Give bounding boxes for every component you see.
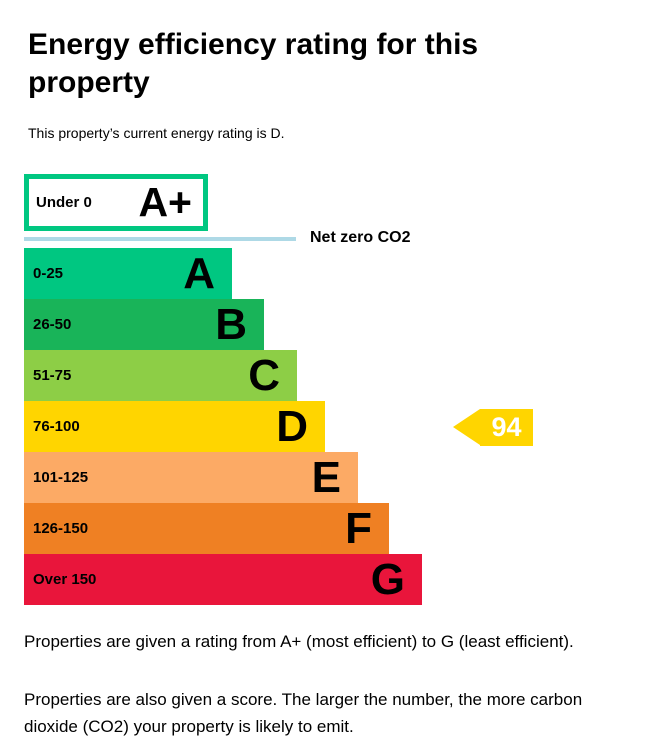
band-d-range: 76-100: [33, 418, 80, 435]
band-c-letter: C: [248, 351, 280, 400]
band-f-letter: F: [345, 504, 372, 553]
band-b-letter: B: [215, 300, 247, 349]
score-pointer-body: 94: [480, 409, 533, 446]
band-d: 76-100 D: [24, 401, 325, 452]
rating-explanation: Properties are given a rating from A+ (m…: [24, 632, 574, 651]
band-a-range: 0-25: [33, 265, 64, 282]
page-title-line1: Energy efficiency rating for this: [28, 28, 479, 61]
band-g-range: Over 150: [33, 571, 97, 588]
band-e-letter: E: [311, 453, 341, 502]
band-c: 51-75 C: [24, 350, 297, 401]
band-f-range: 126-150: [33, 520, 89, 537]
band-d-letter: D: [276, 402, 308, 451]
band-a-plus-range: Under 0: [36, 194, 92, 211]
band-e-range: 101-125: [33, 469, 89, 486]
band-g-letter: G: [370, 555, 405, 604]
score-pointer: 94: [453, 409, 533, 446]
score-explanation: Properties are also given a score. The l…: [24, 686, 582, 740]
page-title-line2: property: [28, 66, 150, 99]
score-value: 94: [491, 412, 522, 442]
band-a: 0-25 A: [24, 248, 232, 299]
net-zero-label: Net zero CO2: [310, 229, 411, 246]
band-a-letter: A: [183, 249, 215, 298]
band-g: Over 150 G: [24, 554, 422, 605]
band-f: 126-150 F: [24, 503, 389, 554]
pointer-arrow-icon: [453, 409, 480, 445]
band-e: 101-125 E: [24, 452, 358, 503]
current-rating-summary: This property’s current energy rating is…: [28, 125, 285, 141]
band-a-plus-letter: A+: [138, 179, 192, 225]
band-b: 26-50 B: [24, 299, 264, 350]
band-a-plus: Under 0 A+: [24, 174, 208, 231]
score-explanation-line1: Properties are also given a score. The l…: [24, 690, 583, 709]
band-b-range: 26-50: [33, 316, 72, 333]
score-explanation-line2: dioxide (CO2) your property is likely to…: [24, 717, 354, 736]
net-zero-line: [24, 237, 296, 241]
band-c-range: 51-75: [33, 367, 72, 384]
page-title: Energy efficiency rating for this proper…: [28, 26, 478, 102]
